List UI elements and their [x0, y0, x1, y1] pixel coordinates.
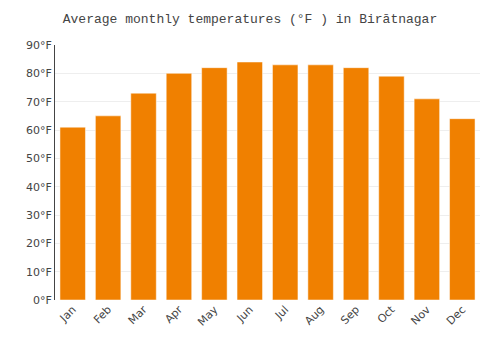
svg-text:50°F: 50°F: [26, 152, 52, 165]
svg-text:Mar: Mar: [126, 303, 150, 327]
svg-text:0°F: 0°F: [33, 294, 52, 307]
svg-text:Sep: Sep: [338, 303, 362, 327]
svg-text:20°F: 20°F: [26, 237, 52, 250]
svg-text:90°F: 90°F: [26, 39, 52, 52]
svg-text:70°F: 70°F: [26, 96, 52, 109]
svg-text:Jun: Jun: [234, 303, 256, 325]
svg-text:30°F: 30°F: [26, 209, 52, 222]
svg-text:Apr: Apr: [162, 303, 185, 326]
svg-text:Dec: Dec: [444, 303, 468, 327]
svg-text:Jan: Jan: [57, 303, 79, 325]
svg-text:Feb: Feb: [91, 303, 114, 326]
svg-text:80°F: 80°F: [26, 67, 52, 80]
svg-text:Oct: Oct: [375, 303, 398, 326]
svg-text:Nov: Nov: [409, 303, 434, 328]
svg-text:60°F: 60°F: [26, 124, 52, 137]
svg-text:40°F: 40°F: [26, 181, 52, 194]
svg-text:10°F: 10°F: [26, 266, 52, 279]
svg-text:Jul: Jul: [272, 303, 291, 322]
svg-text:Aug: Aug: [302, 303, 326, 327]
svg-text:May: May: [195, 303, 221, 329]
svg-text:Average monthly temperatures (: Average monthly temperatures (°F ) in Bi…: [63, 12, 437, 27]
